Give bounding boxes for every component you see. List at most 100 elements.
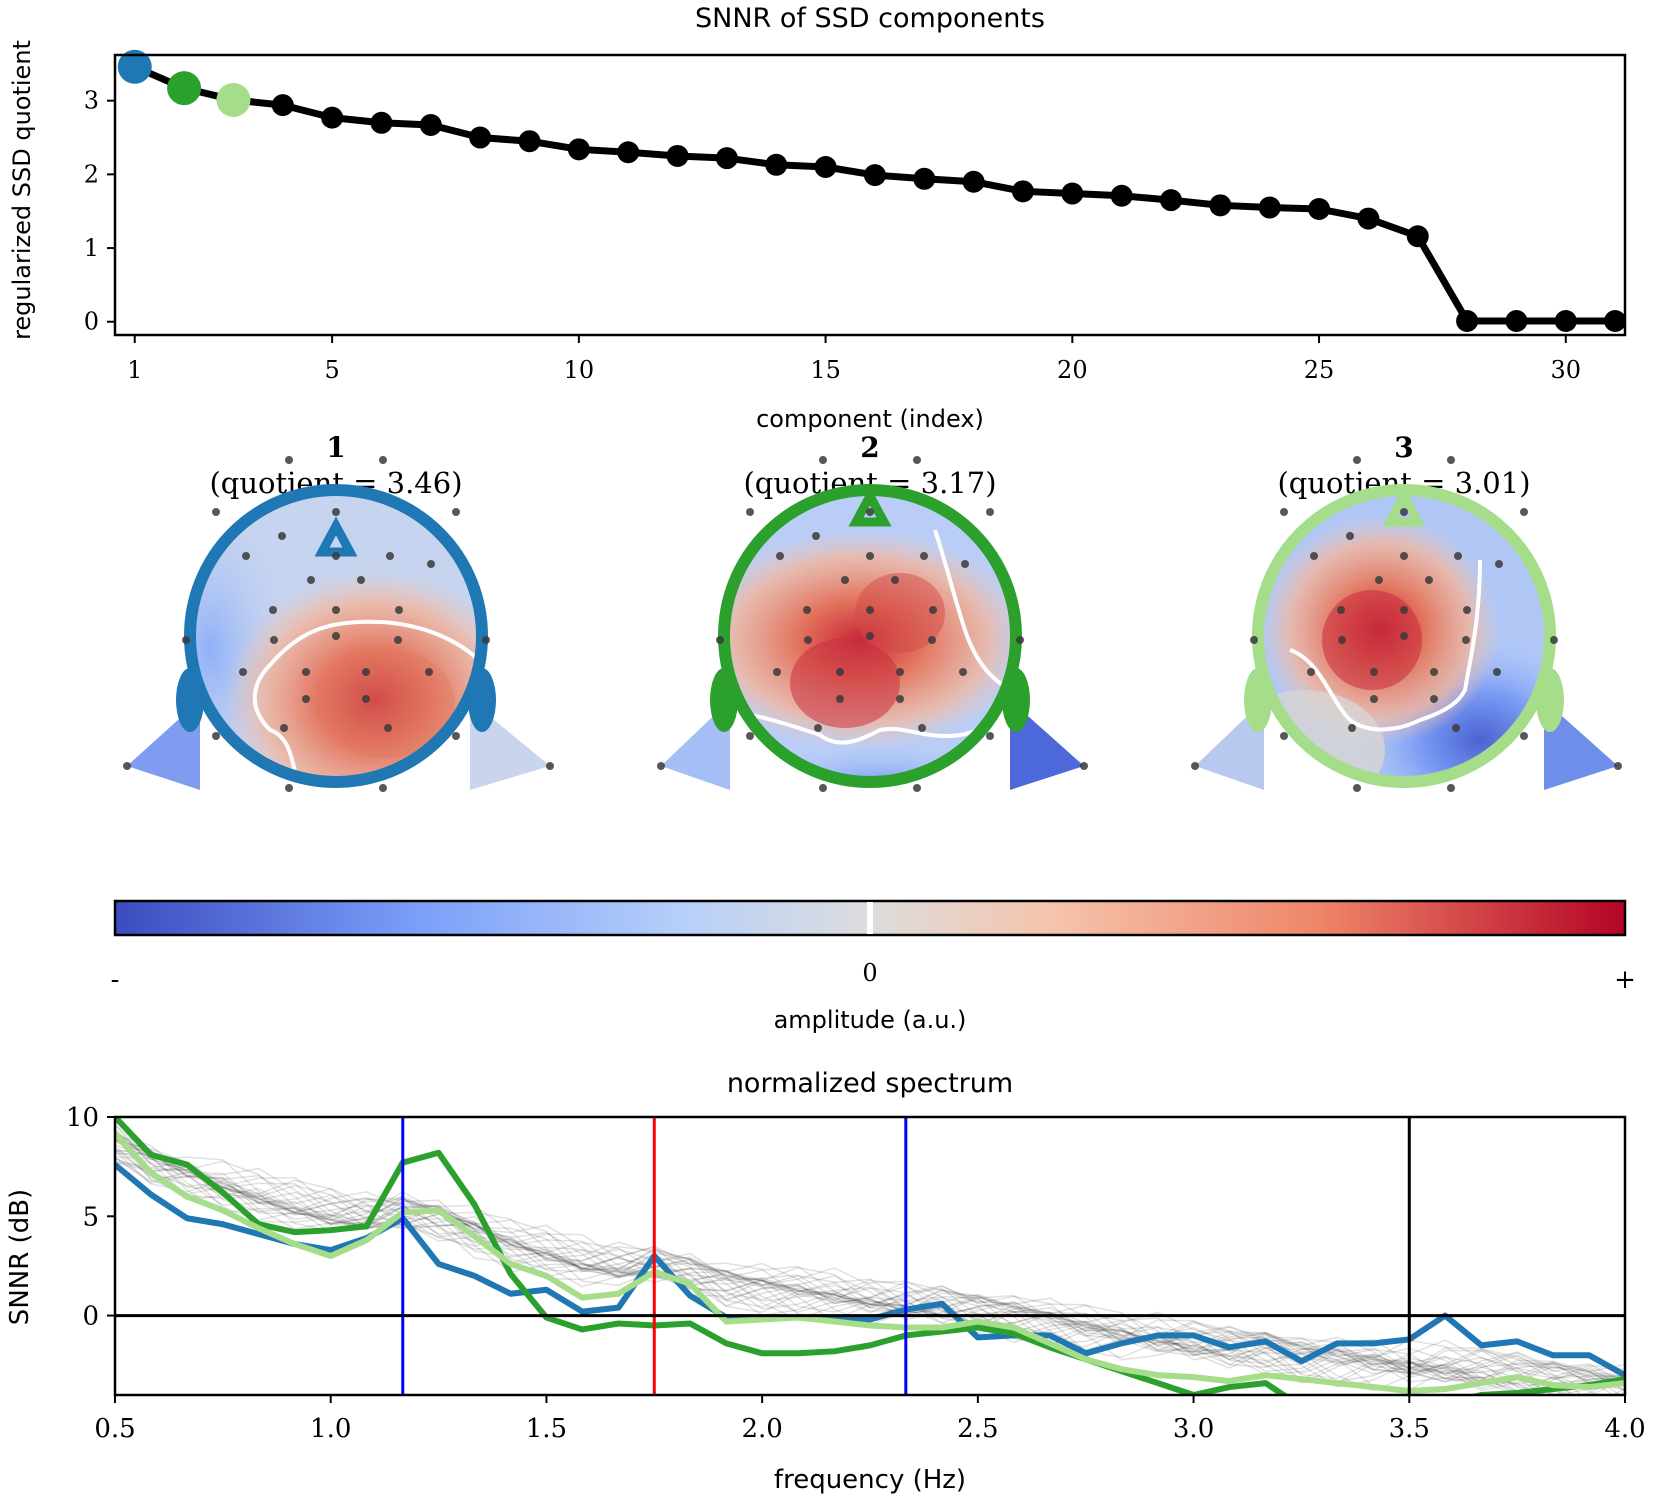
sensor-dot bbox=[920, 552, 928, 560]
topomap-2-left-ear bbox=[710, 668, 738, 732]
top-data-point bbox=[271, 94, 294, 117]
topomap-3-wing bbox=[1195, 700, 1264, 790]
sensor-dot bbox=[1280, 732, 1288, 740]
sensor-dot bbox=[1495, 560, 1503, 568]
bottom-y-tick-label: 5 bbox=[82, 1202, 99, 1232]
bottom-x-tick-label: 1.0 bbox=[310, 1414, 351, 1444]
sensor-dot bbox=[332, 508, 340, 516]
topomap-3: 3 (quotient = 3.01) bbox=[1191, 431, 1622, 792]
sensor-dot bbox=[1430, 668, 1438, 676]
bottom-x-tick-label: 0.5 bbox=[94, 1414, 135, 1444]
top-data-point bbox=[1110, 184, 1133, 207]
sensor-dot bbox=[1353, 784, 1361, 792]
background-spectrum bbox=[115, 1149, 1625, 1381]
top-series-points bbox=[117, 49, 1627, 332]
sensor-dot bbox=[425, 668, 433, 676]
sensor-dot bbox=[1346, 532, 1354, 540]
sensor-dot bbox=[1370, 695, 1378, 703]
sensor-dot bbox=[1307, 668, 1315, 676]
topomap-2-wing bbox=[1010, 700, 1084, 790]
bottom-x-tick-label: 2.5 bbox=[957, 1414, 998, 1444]
sensor-dot bbox=[212, 508, 220, 516]
sensor-dot bbox=[307, 576, 315, 584]
sensor-dot bbox=[1550, 636, 1558, 644]
topomap-1-contour bbox=[252, 619, 482, 782]
topomap-3-red-core bbox=[1322, 590, 1422, 690]
bottom-x-tick-label: 3.0 bbox=[1173, 1414, 1214, 1444]
bottom-y-tick-label: 10 bbox=[66, 1103, 99, 1133]
top-data-point bbox=[1357, 207, 1380, 230]
sensor-dot bbox=[1614, 762, 1622, 770]
top-data-point bbox=[666, 144, 689, 167]
background-spectrum bbox=[115, 1134, 1625, 1394]
sensor-dot bbox=[716, 636, 724, 644]
sensor-dot bbox=[285, 784, 293, 792]
topomap-2-red-core bbox=[855, 573, 945, 653]
colorbar-label: amplitude (a.u.) bbox=[774, 1006, 967, 1034]
sensor-dot bbox=[242, 552, 250, 560]
top-y-axis-label: regularized SSD quotient bbox=[8, 40, 36, 340]
top-y-tick-label: 1 bbox=[84, 234, 99, 262]
sensor-dot bbox=[866, 632, 874, 640]
top-highlight-point bbox=[117, 49, 152, 84]
top-x-tick-label: 15 bbox=[810, 356, 841, 384]
background-spectrum bbox=[115, 1124, 1625, 1385]
sensor-dot bbox=[836, 668, 844, 676]
spectrum-series-2 bbox=[115, 1117, 1625, 1395]
background-spectrum bbox=[115, 1132, 1625, 1388]
topomap-2-red-core bbox=[790, 638, 900, 728]
background-spectrum bbox=[115, 1123, 1625, 1393]
top-y-tick-label: 2 bbox=[84, 160, 99, 188]
sensor-dot bbox=[891, 576, 899, 584]
top-data-point bbox=[567, 138, 590, 161]
sensor-dot bbox=[386, 552, 394, 560]
sensor-dot bbox=[357, 576, 365, 584]
sensor-dot bbox=[182, 636, 190, 644]
top-data-point bbox=[1456, 310, 1479, 332]
topomap-3-left-ear bbox=[1244, 668, 1272, 732]
topomap-2-number: 2 bbox=[860, 431, 879, 464]
sensor-dot bbox=[332, 552, 340, 560]
sensor-dot bbox=[1280, 508, 1288, 516]
topomap-2-contour bbox=[724, 529, 1015, 745]
sensor-dot bbox=[1370, 668, 1378, 676]
bottom-plot-frame bbox=[113, 1115, 1627, 1397]
sensor-dot bbox=[896, 668, 904, 676]
background-spectrum bbox=[115, 1140, 1625, 1376]
topomap-1-head-outline bbox=[184, 484, 488, 788]
top-data-point bbox=[1308, 198, 1331, 220]
sensor-dot bbox=[384, 724, 392, 732]
top-data-point bbox=[814, 156, 837, 178]
sensor-dot bbox=[302, 668, 310, 676]
bottom-tick-group: 0.5 1.0 1.5 2.0 2.5 3.0 3.5 4.0 0 5 10 bbox=[66, 1103, 1646, 1444]
top-series-polyline bbox=[133, 63, 1616, 325]
bottom-y-tick-label: 0 bbox=[82, 1302, 99, 1332]
sensor-dot bbox=[814, 724, 822, 732]
background-spectrum bbox=[115, 1135, 1622, 1395]
topomap-1: 1 (quotient = 3.46) bbox=[123, 431, 554, 792]
top-data-point bbox=[1406, 225, 1429, 248]
sensor-dot bbox=[452, 732, 460, 740]
colorbar: - 0 + amplitude (a.u.) bbox=[111, 899, 1636, 1034]
sensor-dot bbox=[1425, 576, 1433, 584]
top-data-point bbox=[518, 130, 541, 153]
sensor-dot bbox=[773, 668, 781, 676]
sensor-dot bbox=[285, 456, 293, 464]
top-x-tick-label: 1 bbox=[127, 356, 142, 384]
sensor-dot bbox=[482, 636, 490, 644]
sensor-dot bbox=[929, 606, 937, 614]
background-spectrum bbox=[115, 1129, 1625, 1395]
sensor-dot bbox=[841, 576, 849, 584]
top-x-axis-label: component (index) bbox=[756, 405, 984, 433]
top-data-point bbox=[1061, 182, 1084, 205]
bottom-clipped-area bbox=[115, 1117, 1625, 1395]
sensor-dot bbox=[836, 695, 844, 703]
sensor-dot bbox=[1016, 636, 1024, 644]
sensor-dot bbox=[986, 732, 994, 740]
top-data-point bbox=[1258, 196, 1281, 219]
colorbar-tick-min: - bbox=[111, 965, 120, 995]
top-x-tick-label: 30 bbox=[1551, 356, 1582, 384]
sensor-dot bbox=[819, 784, 827, 792]
sensor-dot bbox=[1447, 456, 1455, 464]
